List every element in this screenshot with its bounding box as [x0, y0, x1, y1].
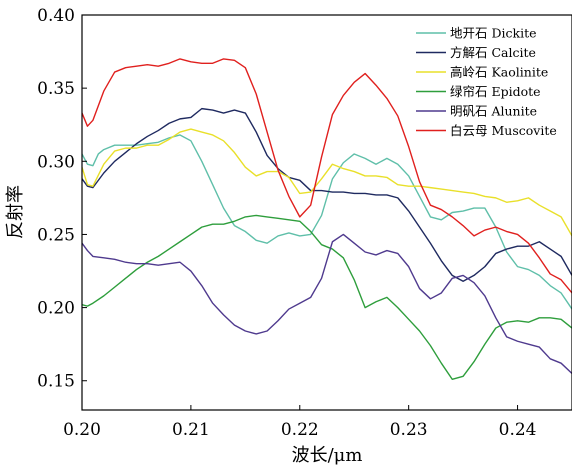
- series-line-4: [82, 233, 572, 374]
- x-tick-label: 0.24: [499, 420, 537, 440]
- series-layer: [82, 58, 572, 380]
- legend-label: 绿帘石 Epidote: [450, 84, 541, 99]
- legend-label: 方解石 Calcite: [450, 45, 536, 60]
- series-line-5: [82, 58, 572, 294]
- legend: 地开石 Dickite 方解石 Calcite 高岭石 Kaolinite 绿帘石 E…: [416, 26, 557, 138]
- y-tick-label: 0.35: [37, 79, 75, 99]
- y-tick-label: 0.30: [37, 152, 75, 172]
- x-tick-label: 0.23: [390, 420, 428, 440]
- series-line-3: [82, 214, 572, 380]
- x-axis-ticks: 0.20 0.21 0.22 0.23 0.24: [63, 405, 536, 440]
- y-tick-label: 0.25: [37, 225, 75, 245]
- x-tick-label: 0.21: [172, 420, 210, 440]
- legend-label: 白云母 Muscovite: [450, 123, 557, 138]
- legend-label: 地开石 Dickite: [450, 26, 537, 41]
- x-tick-label: 0.22: [281, 420, 319, 440]
- legend-label: 明矾石 Alunite: [450, 104, 537, 119]
- legend-label: 高岭石 Kaolinite: [450, 65, 548, 80]
- y-tick-label: 0.15: [37, 372, 75, 392]
- series-line-0: [82, 134, 572, 310]
- series-line-1: [82, 107, 572, 282]
- plot-frame: [81, 14, 572, 411]
- series-line-2: [82, 128, 572, 237]
- y-axis-label: 反射率: [5, 185, 26, 239]
- x-tick-label: 0.20: [63, 420, 101, 440]
- y-axis-ticks: 0.15 0.20 0.25 0.30 0.35 0.40: [37, 6, 87, 392]
- y-tick-label: 0.40: [37, 6, 75, 26]
- y-tick-label: 0.20: [37, 299, 75, 319]
- x-axis-label: 波长/μm: [292, 445, 363, 466]
